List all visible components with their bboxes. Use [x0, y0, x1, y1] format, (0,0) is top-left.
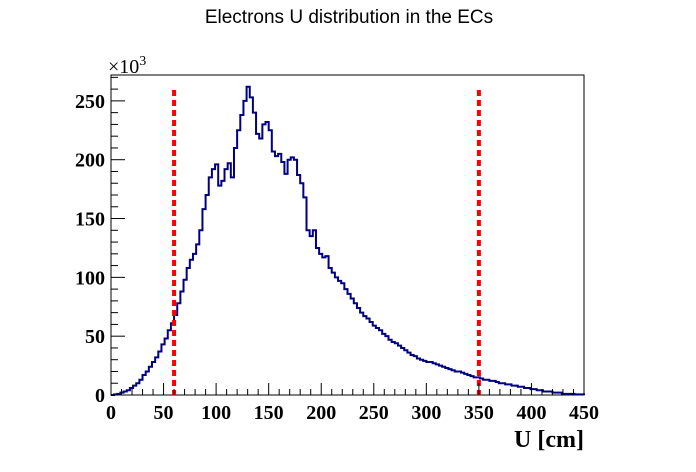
y-multiplier-exponent: 3 — [139, 54, 146, 69]
histogram-series — [111, 85, 585, 396]
x-tick-label: 400 — [516, 402, 546, 424]
y-tick-label: 0 — [95, 385, 105, 407]
y-multiplier: ×103 — [108, 54, 146, 78]
plot-area-border — [110, 74, 585, 396]
histogram-line-0 — [111, 85, 585, 396]
x-tick-label: 350 — [464, 402, 494, 424]
y-tick-label: 250 — [75, 91, 105, 113]
y-tick-label: 200 — [75, 150, 105, 172]
x-tick-label: 300 — [411, 402, 441, 424]
x-tick-label: 150 — [254, 402, 284, 424]
x-tick-label: 50 — [154, 402, 174, 424]
x-tick-label: 450 — [569, 402, 599, 424]
y-tick-label: 50 — [85, 326, 105, 348]
x-tick-label: 0 — [106, 402, 116, 424]
x-axis-label: U [cm] — [514, 427, 584, 453]
plot-frame — [110, 74, 585, 396]
y-tick-label: 150 — [75, 209, 105, 231]
axes: 0 50 100 150 200 250 300 350 400 450 0 50 100 150 200 2… — [75, 76, 599, 424]
cut-lines — [172, 90, 481, 395]
y-tick-label: 100 — [75, 267, 105, 289]
x-tick-label: 200 — [306, 402, 336, 424]
x-tick-label: 250 — [359, 402, 389, 424]
x-tick-label: 100 — [201, 402, 231, 424]
chart-title: Electrons U distribution in the ECs — [205, 7, 493, 28]
y-multiplier-base: ×10 — [108, 56, 139, 78]
